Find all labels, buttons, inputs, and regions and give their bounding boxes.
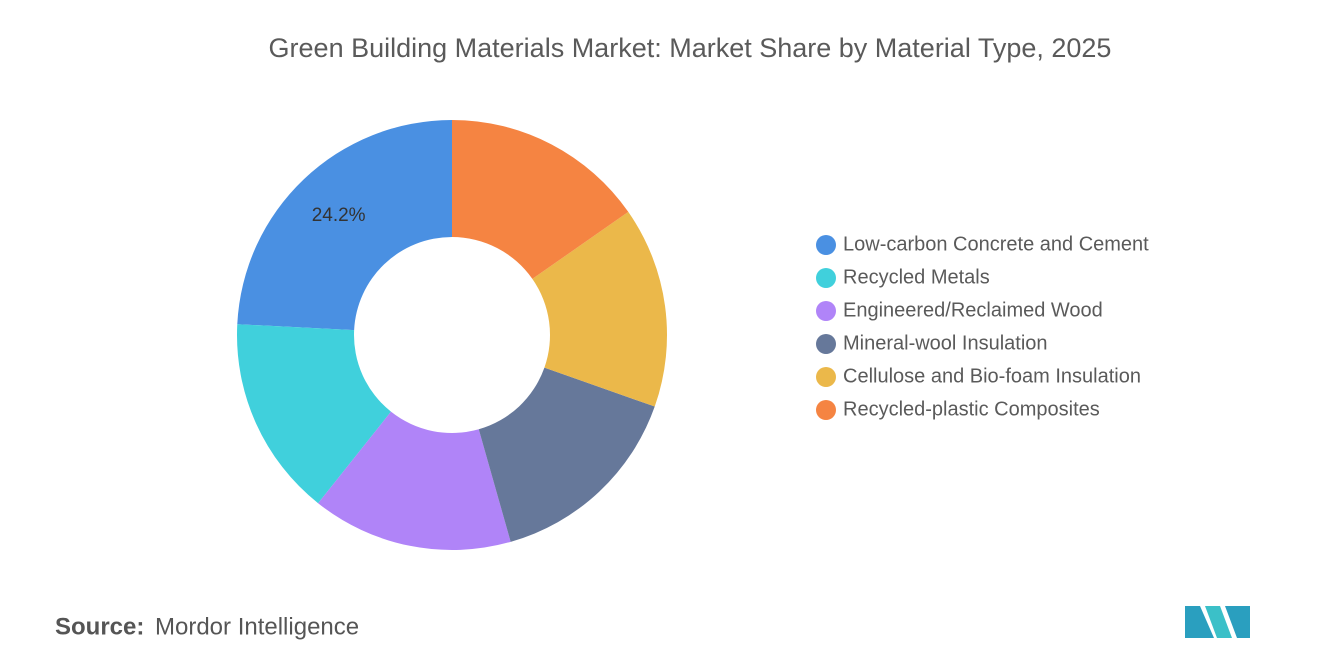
legend-marker [816,235,836,255]
legend-text: Recycled-plastic Composites [843,398,1100,420]
legend-marker [816,268,836,288]
donut-slice [237,324,391,504]
value-label: 24.2% [312,205,366,226]
donut-slice [237,120,452,331]
donut-slice [452,120,629,279]
source-name: Mordor Intelligence [155,613,359,640]
legend-marker [816,334,836,354]
legend-text: Recycled Metals [843,266,990,288]
donut-slice [318,411,511,550]
legend-text: Mineral-wool Insulation [843,332,1048,354]
legend-text: Engineered/Reclaimed Wood [843,299,1103,321]
chart-title: Green Building Materials Market: Market … [269,33,1112,63]
logo-shape [1205,606,1232,638]
legend-text: Low-carbon Concrete and Cement [843,233,1149,255]
legend-marker [816,301,836,321]
logo-shape [1225,606,1250,638]
donut-slice [478,367,655,542]
legend-marker [816,367,836,387]
source-label: Source: [55,613,144,640]
legend-text: Cellulose and Bio-foam Insulation [843,365,1141,387]
logo-shape [1185,606,1214,638]
donut-slice [532,211,667,407]
logo [1185,606,1250,638]
legend-marker [816,400,836,420]
